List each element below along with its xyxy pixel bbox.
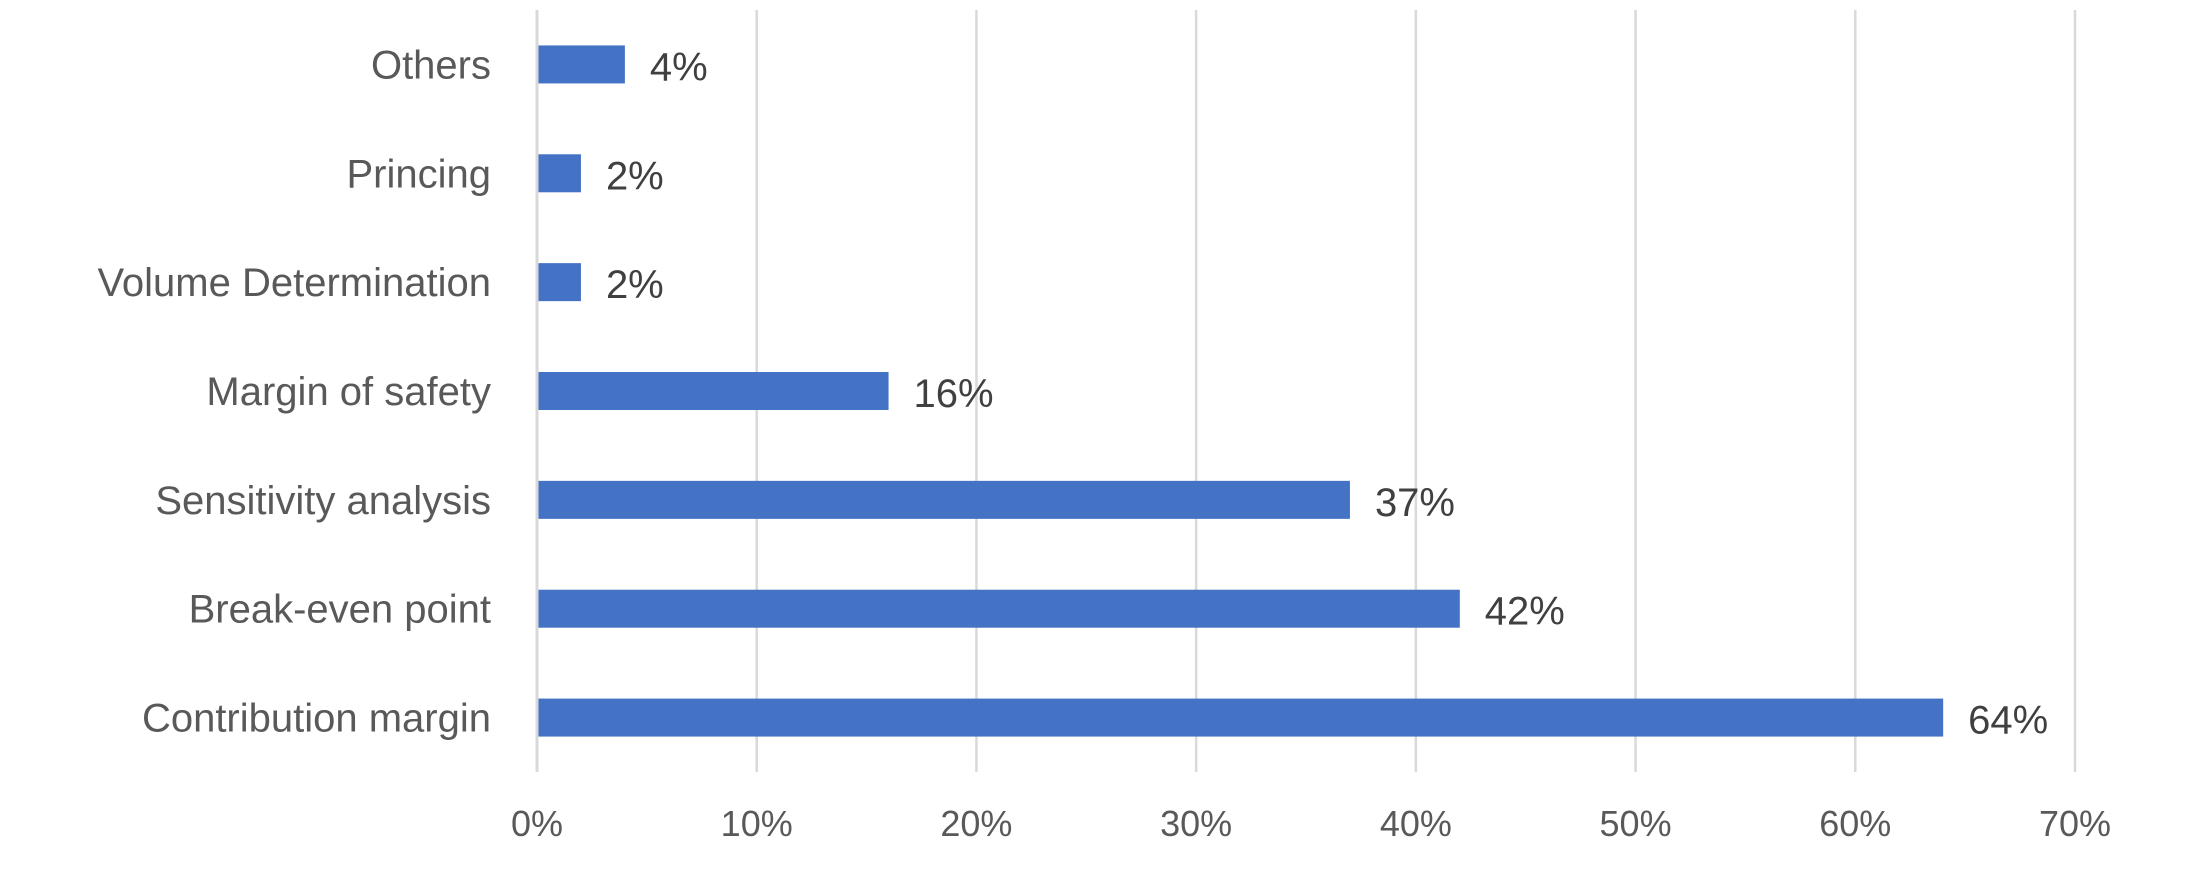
x-tick-label: 40% <box>1380 803 1452 844</box>
category-label: Volume Determination <box>97 261 491 305</box>
x-tick-label: 70% <box>2039 803 2111 844</box>
data-label: 16% <box>914 372 994 416</box>
category-label: Sensitivity analysis <box>155 479 491 523</box>
category-label: Margin of safety <box>206 370 491 414</box>
category-label: Princing <box>346 152 491 196</box>
x-tick-label: 20% <box>940 803 1012 844</box>
x-tick-label: 60% <box>1819 803 1891 844</box>
bar-sensitivity-analysis <box>538 480 1350 519</box>
data-label: 2% <box>606 154 664 198</box>
bar-volume-determination <box>538 263 581 302</box>
labels: 0% 10% 20% 30% 40% 50% 60% 70% Contribution marg… <box>97 43 2111 844</box>
x-tick-label: 50% <box>1600 803 1672 844</box>
data-label: 4% <box>650 45 708 89</box>
bars <box>538 45 1944 737</box>
gridlines <box>755 10 2077 772</box>
data-label: 2% <box>606 263 664 307</box>
data-label: 37% <box>1375 481 1455 525</box>
bar-margin-of-safety <box>538 372 889 410</box>
bar-break-even-point <box>538 589 1460 628</box>
x-tick-label: 10% <box>721 803 793 844</box>
category-label: Others <box>371 43 491 87</box>
bar-princing <box>538 154 581 193</box>
category-label: Contribution margin <box>142 697 491 741</box>
category-label: Break-even point <box>189 588 491 632</box>
x-tick-label: 30% <box>1160 803 1232 844</box>
data-label: 42% <box>1485 590 1565 634</box>
bar-others <box>538 45 625 84</box>
data-label: 64% <box>1968 699 2048 743</box>
bar-contribution-margin <box>538 698 1944 737</box>
x-tick-label: 0% <box>511 803 563 844</box>
